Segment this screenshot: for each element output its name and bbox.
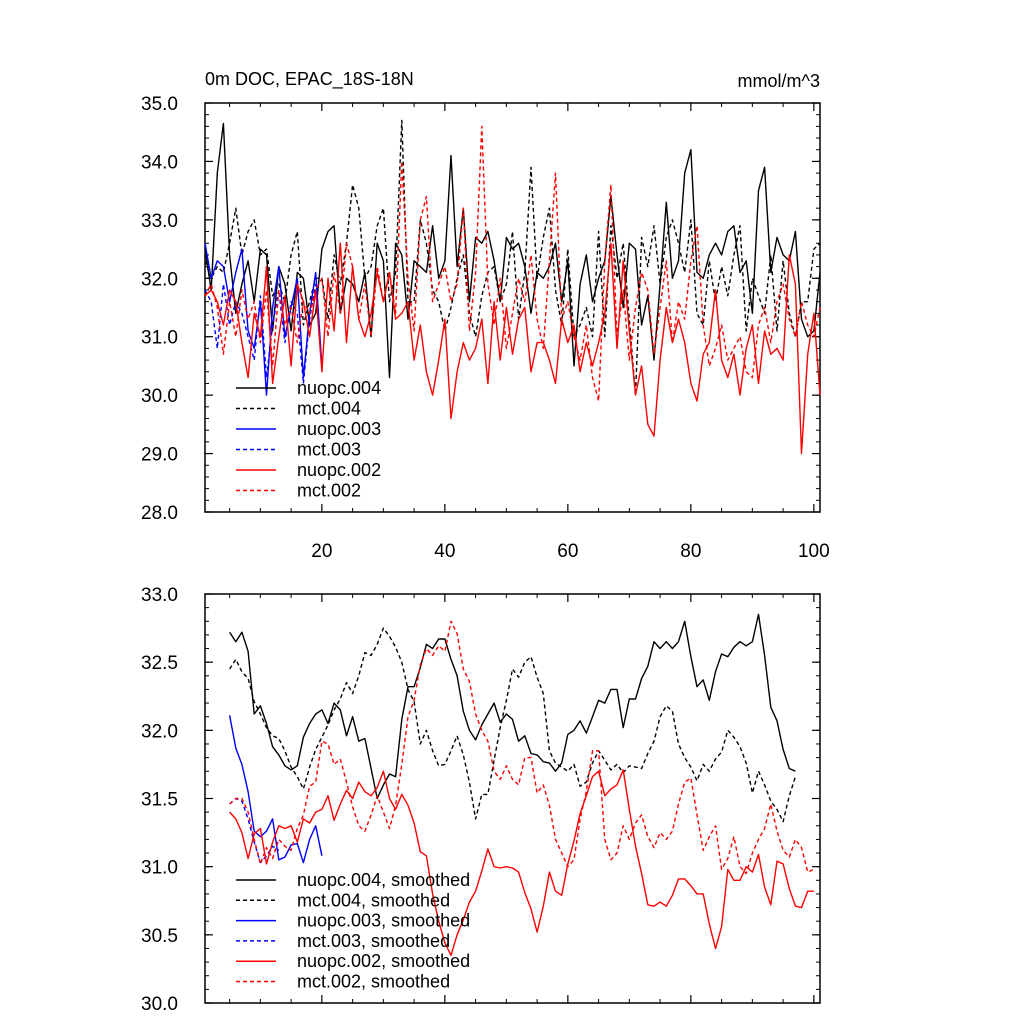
series-line-nuopc-004-smoothed — [229, 613, 796, 800]
top-legend: nuopc.004mct.004nuopc.003mct.003nuopc.00… — [236, 378, 381, 501]
y-tick-label: 31.0 — [141, 328, 178, 349]
legend-label-nuopc-003: nuopc.003 — [297, 419, 381, 439]
y-tick-label: 33.0 — [141, 211, 178, 232]
series-line-mct-002 — [204, 125, 821, 402]
bottom-series — [228, 613, 815, 956]
bottom-panel: 33.0 32.5 32.0 31.5 31.0 30.5 30.0 nuopc.004, … — [141, 585, 821, 1015]
x-tick-label: 60 — [557, 541, 578, 562]
x-tick-label: 40 — [434, 541, 455, 562]
top-panel: 35.0 34.0 33.0 32.0 31.0 30.0 29.0 28.0 20 40 60 80… — [141, 69, 830, 562]
y-tick-label: 28.0 — [141, 503, 178, 524]
series-line-nuopc-002-smoothed — [229, 769, 814, 956]
legend-label-mct-003-smoothed: mct.003, smoothed — [297, 931, 450, 951]
y-tick-label: 32.5 — [141, 653, 178, 674]
x-tick-label: 80 — [680, 541, 701, 562]
series-line-mct-004 — [204, 119, 821, 396]
y-tick-label: 32.0 — [141, 721, 178, 742]
top-ticks: 35.0 34.0 33.0 32.0 31.0 30.0 29.0 28.0 20 40 60 80… — [141, 94, 830, 562]
legend-label-nuopc-004-smoothed: nuopc.004, smoothed — [297, 870, 470, 890]
series-line-nuopc-002 — [204, 242, 821, 455]
legend-label-mct-003: mct.003 — [297, 440, 361, 460]
top-units-label: mmol/m^3 — [738, 71, 820, 91]
legend-label-mct-004: mct.004 — [297, 399, 361, 419]
y-tick-label: 35.0 — [141, 94, 178, 115]
series-line-nuopc-003-smoothed — [228, 715, 323, 864]
y-tick-label: 31.0 — [141, 858, 178, 879]
y-tick-label: 30.0 — [141, 994, 178, 1015]
series-line-mct-002-smoothed — [229, 620, 815, 875]
legend-label-nuopc-002: nuopc.002 — [297, 460, 381, 480]
top-series — [204, 119, 821, 455]
legend-label-mct-002: mct.002 — [297, 481, 361, 501]
series-line-mct-004-smoothed — [229, 627, 797, 823]
bottom-ticks: 33.0 32.5 32.0 31.5 31.0 30.5 30.0 — [141, 585, 820, 1015]
y-tick-label: 30.5 — [141, 926, 178, 947]
x-tick-label: 20 — [311, 541, 332, 562]
y-tick-label: 30.0 — [141, 386, 178, 407]
legend-label-nuopc-004: nuopc.004 — [297, 378, 381, 398]
y-tick-label: 34.0 — [141, 152, 178, 173]
y-tick-label: 32.0 — [141, 269, 178, 290]
series-line-mct-003 — [204, 283, 317, 385]
legend-label-mct-004-smoothed: mct.004, smoothed — [297, 890, 450, 910]
y-tick-label: 29.0 — [141, 445, 178, 466]
y-tick-label: 31.5 — [141, 790, 178, 811]
legend-label-mct-002-smoothed: mct.002, smoothed — [297, 972, 450, 992]
top-chart-title: 0m DOC, EPAC_18S-18N — [205, 69, 414, 90]
series-line-nuopc-004 — [204, 122, 821, 379]
x-tick-label: 100 — [798, 541, 830, 562]
series-line-nuopc-003 — [204, 243, 323, 396]
legend-label-nuopc-003-smoothed: nuopc.003, smoothed — [297, 911, 470, 931]
y-tick-label: 33.0 — [141, 585, 178, 606]
legend-label-nuopc-002-smoothed: nuopc.002, smoothed — [297, 951, 470, 971]
